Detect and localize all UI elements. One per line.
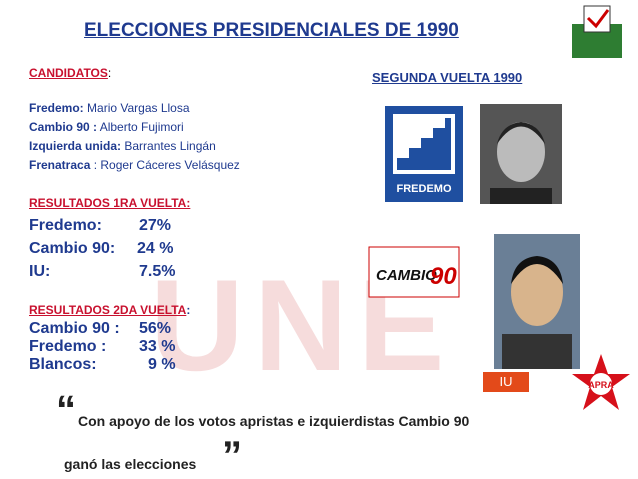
candidate-name: : Roger Cáceres Velásquez — [93, 158, 240, 172]
heading: CANDIDATOS — [29, 66, 108, 80]
candidate-row: Izquierda unida: Barrantes Lingán — [29, 137, 240, 156]
quote-close: ” — [222, 434, 242, 478]
party: Cambio 90 : — [29, 120, 98, 134]
result-label: Fredemo: — [29, 217, 102, 234]
quote-line1: Con apoyo de los votos apristas e izquie… — [78, 413, 470, 429]
result-label: Cambio 90 : — [29, 320, 120, 337]
candidate-list: Fredemo: Mario Vargas Llosa Cambio 90 : A… — [29, 99, 240, 175]
photo-vargas — [480, 104, 562, 204]
result-value: 7.5% — [139, 263, 176, 280]
apra-logo: APRA — [572, 354, 630, 410]
candidate-name: Alberto Fujimori — [99, 120, 184, 134]
quote-open: “ — [56, 388, 76, 432]
result-label: Cambio 90: — [29, 240, 116, 257]
candidate-name: Mario Vargas Llosa — [87, 101, 190, 115]
result-row: Cambio 90 : 56% — [29, 320, 171, 338]
apra-text: APRA — [588, 380, 614, 390]
candidate-row: Frenatraca : Roger Cáceres Velásquez — [29, 156, 240, 175]
shirt — [490, 188, 552, 204]
candidates-heading: CANDIDATOS: — [29, 66, 111, 80]
check — [586, 9, 610, 29]
second-round-heading: RESULTADOS 2DA VUELTA: — [29, 303, 190, 317]
result-row: Fredemo: 27% — [29, 214, 171, 237]
result-value: 24 % — [137, 240, 174, 257]
first-round-rows: Fredemo: 27% Cambio 90: 24 % IU: 7.5% — [29, 214, 175, 283]
title: ELECCIONES PRESIDENCIALES DE 1990 — [84, 20, 459, 41]
suit — [502, 334, 572, 369]
result-label: IU: — [29, 263, 51, 280]
result-value: 9 % — [148, 356, 176, 373]
result-label: Blancos: — [29, 356, 97, 373]
candidate-name: Barrantes Lingán — [124, 139, 216, 153]
hair — [497, 122, 545, 144]
border — [368, 246, 460, 298]
photo-fujimori — [494, 234, 580, 369]
result-value: 33 % — [139, 338, 176, 355]
result-row: IU: 7.5% — [29, 260, 175, 283]
result-value: 56% — [139, 320, 172, 337]
circle — [590, 373, 612, 395]
first-round-heading: RESULTADOS 1RA VUELTA: — [29, 196, 191, 210]
face — [511, 258, 563, 326]
heading: RESULTADOS 2DA VUELTA — [29, 303, 187, 317]
second-round-title: SEGUNDA VUELTA 1990 — [372, 70, 523, 85]
second-round-rows: Cambio 90 : 56% Fredemo : 33 % Blancos: 9 % — [29, 320, 176, 374]
candidate-row: Fredemo: Mario Vargas Llosa — [29, 99, 240, 118]
result-row: Cambio 90: 24 % — [29, 237, 173, 260]
iu-label: IU — [483, 372, 529, 392]
party: Frenatraca — [29, 158, 91, 172]
candidate-row: Cambio 90 : Alberto Fujimori — [29, 118, 240, 137]
quote-line2: ganó las elecciones — [64, 456, 197, 472]
cambio-logo: CAMBIO 90 — [368, 246, 460, 298]
stairs — [397, 118, 451, 170]
result-row: Fredemo : 33 % — [29, 338, 175, 356]
result-value: 27% — [139, 217, 172, 234]
hair — [511, 256, 563, 284]
fredemo-text: FREDEMO — [397, 183, 452, 195]
face — [497, 122, 545, 182]
result-row: Blancos: 9 % — [29, 356, 176, 374]
cambio-text: CAMBIO — [376, 267, 437, 284]
fredemo-logo: FREDEMO — [385, 106, 463, 202]
punct: : — [186, 303, 191, 317]
party: Izquierda unida: — [29, 139, 122, 153]
cambio-num: 90 — [430, 263, 457, 290]
result-label: Fredemo : — [29, 338, 107, 355]
punct: : — [107, 66, 112, 80]
ballot-icon — [572, 5, 622, 58]
party: Fredemo: — [29, 101, 84, 115]
